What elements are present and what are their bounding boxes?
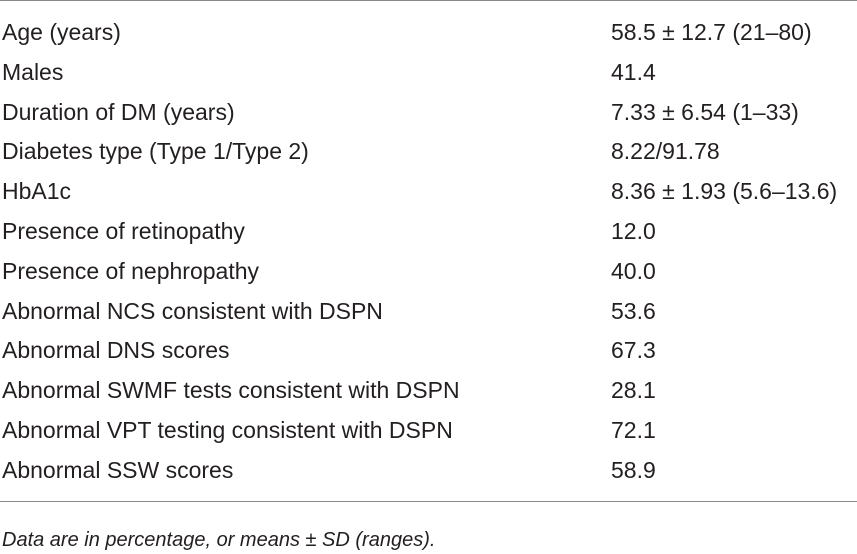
- row-label: HbA1c: [2, 178, 72, 205]
- row-value: 28.1: [611, 377, 656, 404]
- row-label: Presence of retinopathy: [2, 217, 245, 244]
- row-value: 58.5 ± 12.7 (21–80): [611, 19, 812, 45]
- table-row: Abnormal SSW scores 58.9: [0, 451, 857, 491]
- row-label: Abnormal NCS consistent with DSPN: [2, 297, 383, 324]
- table-row: Duration of DM (years) 7.33 ± 6.54 (1–33…: [0, 93, 857, 133]
- row-value: 8.22/91.78: [611, 138, 720, 165]
- row-label: Males: [2, 58, 64, 85]
- table-row: Diabetes type (Type 1/Type 2) 8.22/91.78: [0, 132, 857, 172]
- row-label: Diabetes type (Type 1/Type 2): [2, 138, 309, 165]
- table-row: Males 41.4: [0, 53, 857, 93]
- row-value: 53.6: [611, 297, 656, 324]
- row-value: 8.36 ± 1.93 (5.6–13.6): [611, 178, 838, 205]
- row-value: 58.9: [611, 456, 656, 483]
- table-row: Presence of nephropathy 40.0: [0, 252, 857, 292]
- table-bottom-rule: [0, 501, 857, 502]
- row-value: 72.1: [611, 416, 656, 443]
- table-row: Abnormal DNS scores 67.3: [0, 331, 857, 371]
- table-row: Abnormal SWMF tests consistent with DSPN…: [0, 371, 857, 411]
- table-footnote: Data are in percentage, or means ± SD (r…: [2, 529, 436, 551]
- row-label: Age (years): [2, 19, 121, 45]
- table-row: Presence of retinopathy 12.0: [0, 212, 857, 252]
- row-value: 41.4: [611, 58, 656, 85]
- row-label: Abnormal VPT testing consistent with DSP…: [2, 416, 453, 443]
- row-label: Abnormal SWMF tests consistent with DSPN: [2, 377, 460, 404]
- table-row: Age (years) 58.5 ± 12.7 (21–80): [0, 13, 857, 53]
- table-row: HbA1c 8.36 ± 1.93 (5.6–13.6): [0, 172, 857, 212]
- table-top-rule: [0, 0, 857, 1]
- row-value: 67.3: [611, 337, 656, 364]
- row-value: 12.0: [611, 217, 656, 244]
- row-value: 7.33 ± 6.54 (1–33): [611, 98, 799, 125]
- row-label: Abnormal SSW scores: [2, 456, 234, 483]
- row-label: Duration of DM (years): [2, 98, 235, 125]
- row-label: Abnormal DNS scores: [2, 337, 230, 364]
- table-row: Abnormal VPT testing consistent with DSP…: [0, 411, 857, 451]
- characteristics-table: Age (years) 58.5 ± 12.7 (21–80) Males 41…: [0, 13, 857, 491]
- row-label: Presence of nephropathy: [2, 257, 260, 284]
- table-row: Abnormal NCS consistent with DSPN 53.6: [0, 292, 857, 332]
- row-value: 40.0: [611, 257, 656, 284]
